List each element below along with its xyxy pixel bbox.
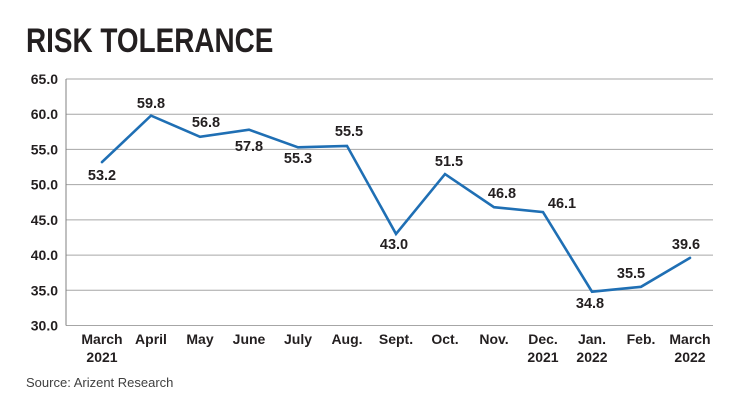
- svg-text:43.0: 43.0: [380, 237, 408, 253]
- svg-text:July: July: [284, 331, 312, 347]
- svg-text:53.2: 53.2: [88, 168, 116, 184]
- svg-text:Jan.: Jan.: [578, 331, 606, 347]
- svg-text:June: June: [233, 331, 266, 347]
- svg-text:51.5: 51.5: [435, 154, 463, 170]
- svg-text:30.0: 30.0: [31, 318, 58, 334]
- svg-text:55.0: 55.0: [31, 141, 58, 157]
- svg-text:May: May: [186, 331, 213, 347]
- svg-text:45.0: 45.0: [31, 212, 58, 228]
- svg-text:April: April: [135, 331, 167, 347]
- svg-text:35.5: 35.5: [617, 266, 645, 282]
- svg-text:Aug.: Aug.: [331, 331, 362, 347]
- svg-text:39.6: 39.6: [672, 237, 700, 253]
- svg-text:Sept.: Sept.: [379, 331, 413, 347]
- svg-text:55.3: 55.3: [284, 151, 312, 167]
- svg-text:59.8: 59.8: [137, 96, 165, 112]
- svg-text:Oct.: Oct.: [431, 331, 458, 347]
- svg-text:35.0: 35.0: [31, 282, 58, 298]
- svg-text:Nov.: Nov.: [479, 331, 508, 347]
- svg-text:Feb.: Feb.: [627, 331, 656, 347]
- svg-text:March: March: [669, 331, 710, 347]
- svg-text:50.0: 50.0: [31, 177, 58, 193]
- svg-text:34.8: 34.8: [576, 296, 604, 312]
- svg-text:57.8: 57.8: [235, 139, 263, 155]
- svg-text:46.1: 46.1: [548, 196, 576, 212]
- svg-text:56.8: 56.8: [192, 115, 220, 131]
- svg-text:46.8: 46.8: [488, 186, 516, 202]
- svg-text:55.5: 55.5: [335, 124, 363, 140]
- svg-text:March: March: [81, 331, 122, 347]
- svg-text:65.0: 65.0: [31, 71, 58, 87]
- svg-text:Dec.: Dec.: [528, 331, 558, 347]
- svg-text:2021: 2021: [527, 349, 558, 365]
- svg-text:40.0: 40.0: [31, 247, 58, 263]
- svg-text:2022: 2022: [576, 349, 607, 365]
- svg-text:60.0: 60.0: [31, 106, 58, 122]
- svg-text:2021: 2021: [86, 349, 117, 365]
- svg-text:2022: 2022: [674, 349, 705, 365]
